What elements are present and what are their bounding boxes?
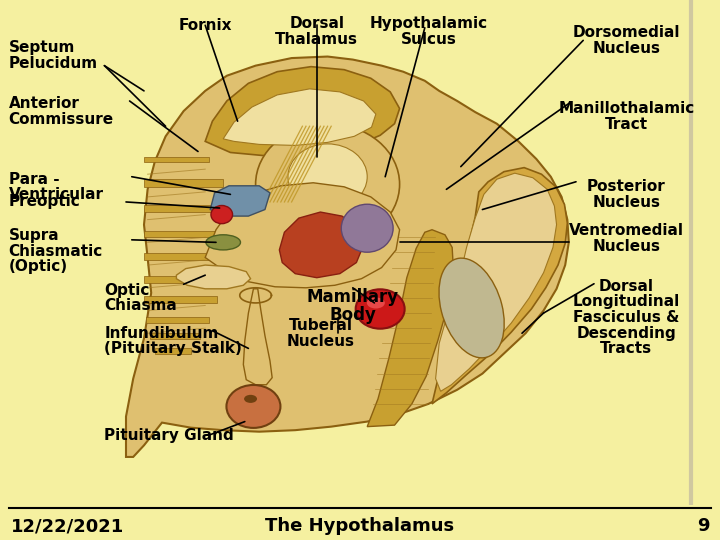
Text: Septum
Pelucidum: Septum Pelucidum	[9, 40, 98, 71]
Text: Tuberal
Nucleus: Tuberal Nucleus	[287, 318, 354, 349]
Polygon shape	[205, 66, 400, 156]
Ellipse shape	[244, 395, 257, 403]
Polygon shape	[155, 348, 191, 354]
Text: Mamillary
Body: Mamillary Body	[307, 288, 399, 325]
Polygon shape	[436, 173, 557, 392]
Text: Posterior
Nucleus: Posterior Nucleus	[587, 179, 666, 210]
Polygon shape	[243, 289, 272, 384]
Polygon shape	[367, 230, 454, 427]
Text: The Hypothalamus: The Hypothalamus	[266, 517, 454, 535]
Ellipse shape	[341, 204, 393, 252]
Polygon shape	[210, 186, 270, 216]
Polygon shape	[144, 296, 217, 303]
Text: Hypothalamic
Sulcus: Hypothalamic Sulcus	[369, 16, 487, 47]
Text: Ventromedial
Nucleus: Ventromedial Nucleus	[569, 223, 684, 254]
Text: Supra
Chiasmatic
(Optic): Supra Chiasmatic (Optic)	[9, 228, 103, 274]
Text: Fornix: Fornix	[179, 18, 232, 33]
Text: Pituitary Gland: Pituitary Gland	[104, 428, 234, 443]
Ellipse shape	[367, 298, 385, 308]
Polygon shape	[176, 265, 251, 289]
Polygon shape	[144, 231, 229, 237]
Text: Infundibulum
(Pituitary Stalk): Infundibulum (Pituitary Stalk)	[104, 326, 242, 356]
Polygon shape	[432, 167, 567, 404]
Text: Dorsal
Thalamus: Dorsal Thalamus	[275, 16, 359, 47]
Polygon shape	[144, 179, 223, 187]
Polygon shape	[144, 157, 209, 161]
Polygon shape	[150, 333, 200, 339]
Ellipse shape	[226, 385, 281, 428]
Text: 12/22/2021: 12/22/2021	[11, 517, 124, 535]
Ellipse shape	[356, 289, 405, 329]
Polygon shape	[279, 212, 364, 278]
Ellipse shape	[439, 258, 504, 358]
Text: Preoptic: Preoptic	[9, 194, 81, 210]
Text: Manillothalamic
Tract: Manillothalamic Tract	[558, 101, 695, 132]
Polygon shape	[144, 206, 227, 212]
Ellipse shape	[288, 144, 367, 210]
Ellipse shape	[256, 124, 400, 245]
Text: Optic
Chiasma: Optic Chiasma	[104, 283, 177, 313]
Ellipse shape	[211, 206, 233, 224]
Polygon shape	[144, 253, 227, 260]
Text: Anterior
Commissure: Anterior Commissure	[9, 96, 114, 126]
Polygon shape	[144, 276, 223, 283]
Text: Dorsomedial
Nucleus: Dorsomedial Nucleus	[572, 25, 680, 56]
Ellipse shape	[206, 235, 240, 250]
Text: 9: 9	[697, 517, 709, 535]
Polygon shape	[205, 183, 400, 288]
Text: Para -
Ventricular: Para - Ventricular	[9, 172, 104, 202]
Polygon shape	[223, 89, 376, 145]
Polygon shape	[146, 316, 209, 323]
Text: Dorsal
Longitudinal
Fasciculus &
Descending
Tracts: Dorsal Longitudinal Fasciculus & Descend…	[573, 279, 680, 356]
Polygon shape	[126, 57, 569, 457]
